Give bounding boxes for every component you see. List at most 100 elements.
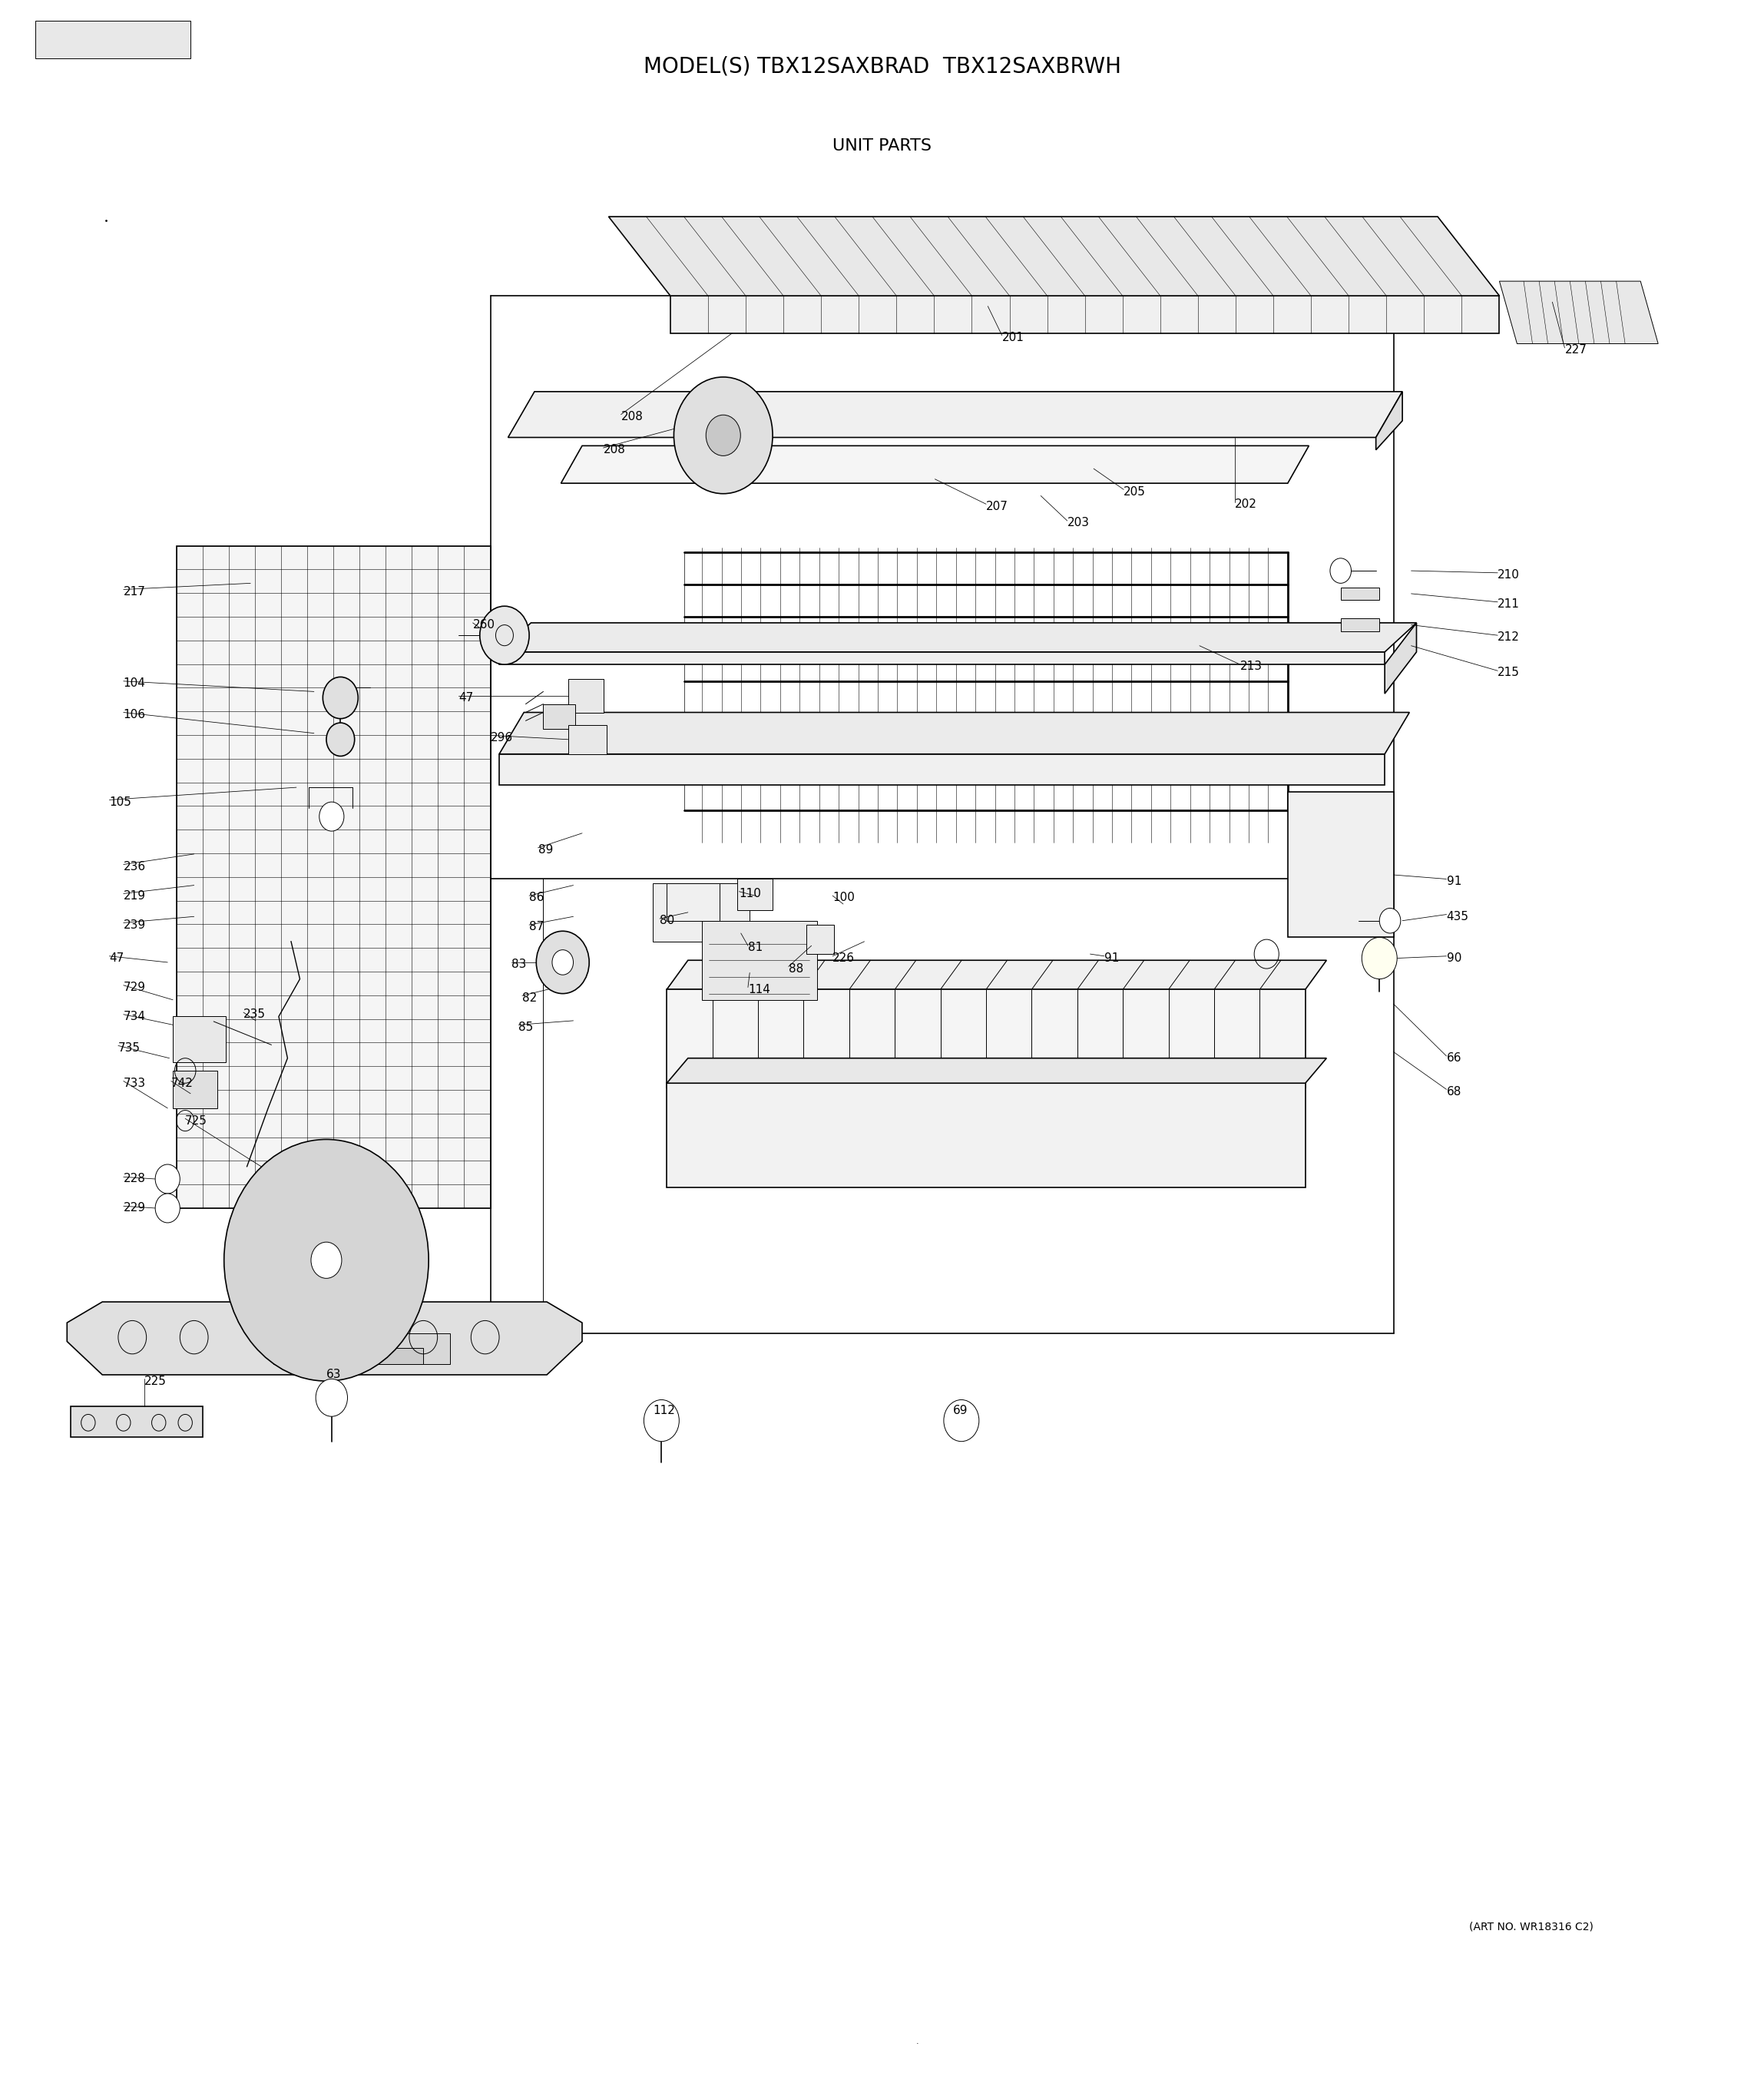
- Circle shape: [319, 802, 344, 831]
- Bar: [737, 879, 773, 910]
- Text: 80: 80: [660, 914, 674, 927]
- Text: 85: 85: [519, 1021, 533, 1033]
- Text: 86: 86: [529, 892, 543, 904]
- Text: 89: 89: [538, 844, 552, 856]
- Polygon shape: [499, 754, 1385, 785]
- Circle shape: [944, 1400, 979, 1441]
- Text: 219: 219: [123, 889, 146, 902]
- Polygon shape: [508, 392, 1402, 437]
- Circle shape: [224, 1139, 429, 1381]
- Text: 69: 69: [953, 1404, 967, 1416]
- Bar: [300, 1348, 423, 1364]
- Bar: [568, 679, 603, 712]
- Polygon shape: [609, 217, 1499, 296]
- Text: 225: 225: [145, 1375, 168, 1387]
- Text: 47: 47: [459, 692, 473, 704]
- Polygon shape: [1385, 623, 1416, 694]
- Text: 211: 211: [1498, 598, 1521, 610]
- Text: MODEL(S) TBX12SAXBRAD  TBX12SAXBRWH: MODEL(S) TBX12SAXBRAD TBX12SAXBRWH: [644, 56, 1120, 77]
- Text: 227: 227: [1565, 344, 1588, 356]
- Text: 82: 82: [522, 992, 536, 1004]
- Polygon shape: [1341, 619, 1379, 631]
- Circle shape: [674, 377, 773, 494]
- Text: 239: 239: [123, 919, 146, 931]
- Text: 236: 236: [123, 860, 146, 873]
- Text: 104: 104: [123, 677, 146, 689]
- Text: 734: 734: [123, 1010, 146, 1023]
- Circle shape: [480, 606, 529, 664]
- Bar: [273, 1333, 450, 1364]
- Text: 213: 213: [1240, 660, 1263, 673]
- Circle shape: [326, 723, 355, 756]
- Text: 733: 733: [123, 1077, 146, 1089]
- Circle shape: [316, 1379, 348, 1416]
- Bar: [653, 883, 750, 942]
- Text: 88: 88: [789, 962, 803, 975]
- Text: 229: 229: [123, 1202, 146, 1214]
- Text: 203: 203: [1067, 517, 1090, 529]
- Text: 105: 105: [109, 796, 132, 808]
- Text: 110: 110: [739, 887, 762, 900]
- Text: .: .: [916, 2037, 919, 2046]
- Text: 235: 235: [243, 1008, 266, 1021]
- Text: 81: 81: [748, 942, 762, 954]
- Text: 106: 106: [123, 708, 146, 721]
- Circle shape: [1362, 937, 1397, 979]
- Polygon shape: [667, 1058, 1327, 1083]
- Text: 201: 201: [1002, 331, 1025, 344]
- Text: 742: 742: [171, 1077, 194, 1089]
- Polygon shape: [176, 546, 490, 1208]
- Bar: [35, 21, 191, 58]
- Bar: [543, 704, 575, 729]
- Bar: [173, 1071, 217, 1108]
- Polygon shape: [1288, 792, 1394, 937]
- Bar: [702, 921, 817, 1000]
- Text: 63: 63: [326, 1369, 340, 1381]
- Text: UNIT PARTS: UNIT PARTS: [833, 137, 931, 154]
- Text: 208: 208: [603, 444, 626, 456]
- Text: 205: 205: [1124, 485, 1147, 498]
- Text: (ART NO. WR18316 C2): (ART NO. WR18316 C2): [1469, 1921, 1593, 1933]
- Text: 296: 296: [490, 731, 513, 744]
- Polygon shape: [499, 623, 1416, 652]
- Polygon shape: [499, 712, 1409, 754]
- Circle shape: [155, 1164, 180, 1194]
- Circle shape: [552, 950, 573, 975]
- Text: 91: 91: [1446, 875, 1461, 887]
- Bar: [173, 1017, 226, 1062]
- Text: 208: 208: [621, 410, 644, 423]
- Polygon shape: [1376, 392, 1402, 450]
- Text: 226: 226: [833, 952, 856, 964]
- Text: 91: 91: [1104, 952, 1118, 964]
- Circle shape: [644, 1400, 679, 1441]
- Text: 47: 47: [109, 952, 123, 964]
- Polygon shape: [499, 652, 1385, 664]
- Text: 112: 112: [653, 1404, 676, 1416]
- Bar: [568, 725, 607, 754]
- Circle shape: [706, 415, 741, 456]
- Bar: [667, 883, 720, 921]
- Polygon shape: [71, 1406, 203, 1437]
- Text: 217: 217: [123, 585, 146, 598]
- Circle shape: [1330, 558, 1351, 583]
- Text: 725: 725: [185, 1114, 208, 1127]
- Circle shape: [536, 931, 589, 994]
- Circle shape: [1379, 908, 1401, 933]
- Bar: [806, 925, 834, 954]
- Text: 260: 260: [473, 619, 496, 631]
- Polygon shape: [667, 960, 1327, 989]
- Text: 90: 90: [1446, 952, 1461, 964]
- Polygon shape: [561, 446, 1309, 483]
- Polygon shape: [670, 296, 1499, 333]
- Polygon shape: [667, 989, 1305, 1087]
- Polygon shape: [667, 1083, 1305, 1187]
- Text: 66: 66: [1446, 1052, 1461, 1064]
- Circle shape: [310, 1241, 342, 1279]
- Text: 212: 212: [1498, 631, 1521, 644]
- Text: 87: 87: [529, 921, 543, 933]
- Text: 83: 83: [512, 958, 526, 971]
- Circle shape: [155, 1194, 180, 1223]
- Polygon shape: [1341, 587, 1379, 600]
- Text: 100: 100: [833, 892, 856, 904]
- Text: 114: 114: [748, 983, 771, 996]
